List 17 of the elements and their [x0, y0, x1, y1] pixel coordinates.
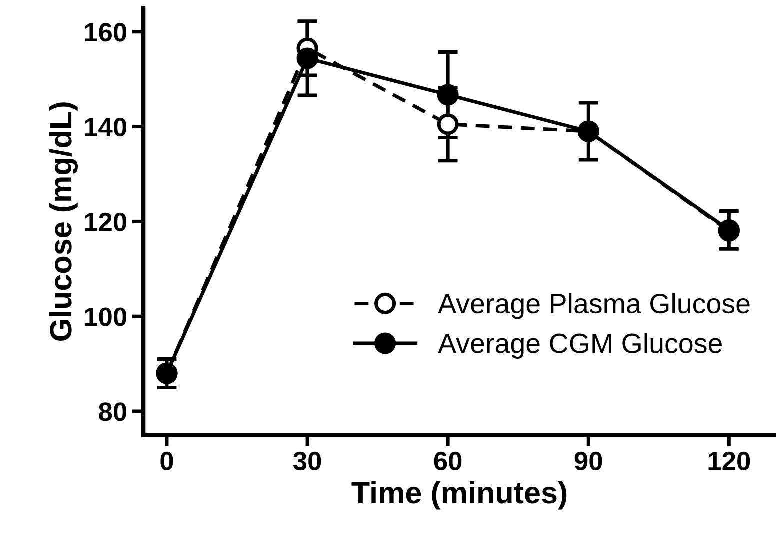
point: [296, 48, 318, 70]
y-tick-label: 80: [99, 402, 127, 422]
y-axis-title: Glucose (mg/dL): [49, 102, 78, 341]
x-tick-label: 90: [574, 452, 602, 471]
x-axis-title: Time (minutes): [352, 481, 567, 510]
x-tick-label: 0: [160, 452, 174, 471]
y-tick-label: 120: [85, 212, 127, 232]
x-tick-label: 60: [434, 452, 462, 471]
legend-label: Average Plasma Glucose: [438, 293, 750, 320]
point: [437, 84, 459, 106]
x-tick-label: 30: [293, 452, 322, 471]
y-tick-label: 140: [85, 118, 127, 137]
x-tick-label: 120: [708, 452, 750, 471]
legend-label: Average CGM Glucose: [438, 333, 722, 359]
y-tick-label: 160: [85, 23, 127, 42]
y-tick-label: 100: [85, 308, 127, 326]
point: [437, 114, 459, 136]
